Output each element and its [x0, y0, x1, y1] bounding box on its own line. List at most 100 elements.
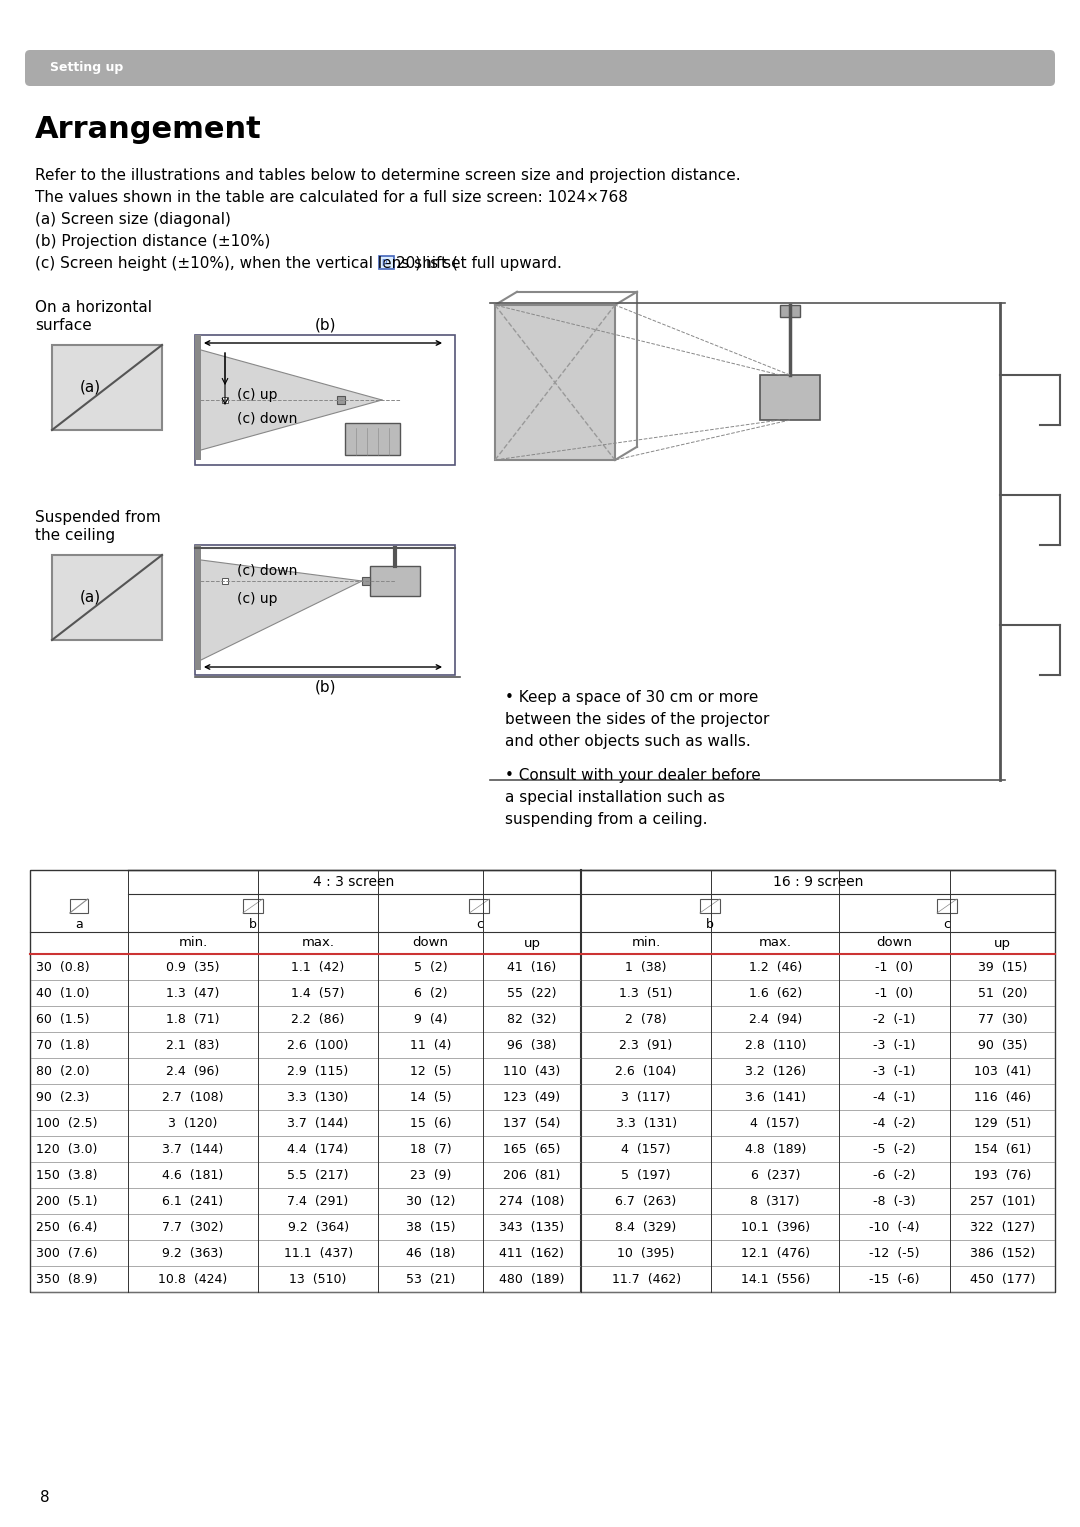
Bar: [362, 577, 370, 585]
Text: 16 : 9 screen: 16 : 9 screen: [772, 875, 863, 889]
Text: p: p: [381, 257, 387, 266]
Text: up: up: [524, 936, 540, 950]
Text: 250  (6.4): 250 (6.4): [36, 1220, 97, 1234]
Text: 5  (2): 5 (2): [414, 960, 447, 974]
Text: 200  (5.1): 200 (5.1): [36, 1194, 97, 1208]
Text: 13  (510): 13 (510): [289, 1272, 347, 1286]
Text: 38  (15): 38 (15): [406, 1220, 456, 1234]
Text: 11  (4): 11 (4): [410, 1038, 451, 1052]
Text: 6  (2): 6 (2): [414, 986, 447, 1000]
Text: 3  (117): 3 (117): [621, 1090, 671, 1104]
Text: 11.7  (462): 11.7 (462): [611, 1272, 680, 1286]
Text: 2.7  (108): 2.7 (108): [162, 1090, 224, 1104]
Text: 322  (127): 322 (127): [970, 1220, 1035, 1234]
Text: 2.1  (83): 2.1 (83): [166, 1038, 219, 1052]
Text: 193  (76): 193 (76): [974, 1168, 1031, 1182]
Text: 9.2  (363): 9.2 (363): [162, 1246, 224, 1260]
Text: 350  (8.9): 350 (8.9): [36, 1272, 97, 1286]
Text: 103  (41): 103 (41): [974, 1064, 1031, 1078]
Text: min.: min.: [632, 936, 661, 950]
Text: 2.9  (115): 2.9 (115): [287, 1064, 349, 1078]
Text: -5  (-2): -5 (-2): [873, 1142, 916, 1156]
Text: c: c: [476, 918, 483, 930]
FancyBboxPatch shape: [25, 50, 1055, 86]
Text: up: up: [994, 936, 1011, 950]
Text: 7.4  (291): 7.4 (291): [287, 1194, 349, 1208]
Text: -1  (0): -1 (0): [875, 986, 914, 1000]
Text: 4.8  (189): 4.8 (189): [744, 1142, 806, 1156]
Text: Refer to the illustrations and tables below to determine screen size and project: Refer to the illustrations and tables be…: [35, 168, 741, 183]
Text: 14.1  (556): 14.1 (556): [741, 1272, 810, 1286]
Bar: [700, 899, 720, 913]
Text: 123  (49): 123 (49): [503, 1090, 561, 1104]
Text: 2.8  (110): 2.8 (110): [744, 1038, 806, 1052]
Text: 10.8  (424): 10.8 (424): [159, 1272, 228, 1286]
Text: 15  (6): 15 (6): [409, 1116, 451, 1130]
Bar: [937, 899, 957, 913]
Bar: [30, 870, 1055, 1292]
Text: 3  (120): 3 (120): [168, 1116, 217, 1130]
Bar: [222, 397, 228, 403]
Text: 100  (2.5): 100 (2.5): [36, 1116, 97, 1130]
Bar: [222, 579, 228, 583]
Text: surface: surface: [35, 318, 92, 333]
Text: 110  (43): 110 (43): [503, 1064, 561, 1078]
Text: -3  (-1): -3 (-1): [873, 1064, 916, 1078]
Text: 90  (2.3): 90 (2.3): [36, 1090, 90, 1104]
Text: 11.1  (437): 11.1 (437): [284, 1246, 353, 1260]
Text: 9.2  (364): 9.2 (364): [287, 1220, 349, 1234]
Text: 2.4  (94): 2.4 (94): [748, 1012, 801, 1026]
Bar: [470, 899, 489, 913]
Text: 7.7  (302): 7.7 (302): [162, 1220, 224, 1234]
Text: 8  (317): 8 (317): [751, 1194, 800, 1208]
Text: max.: max.: [759, 936, 792, 950]
Text: (b): (b): [314, 318, 336, 333]
Text: (b): (b): [314, 680, 336, 693]
Text: The values shown in the table are calculated for a full size screen: 1024×768: The values shown in the table are calcul…: [35, 189, 627, 205]
Text: (a): (a): [80, 589, 102, 605]
Text: (a): (a): [80, 380, 102, 395]
Text: 116  (46): 116 (46): [974, 1090, 1031, 1104]
Text: 450  (177): 450 (177): [970, 1272, 1035, 1286]
Text: 23  (9): 23 (9): [410, 1168, 451, 1182]
Text: -4  (-1): -4 (-1): [873, 1090, 916, 1104]
Text: 2.6  (104): 2.6 (104): [616, 1064, 677, 1078]
Text: 8.4  (329): 8.4 (329): [616, 1220, 677, 1234]
Text: -6  (-2): -6 (-2): [873, 1168, 916, 1182]
Bar: [370, 567, 420, 596]
Text: 6  (237): 6 (237): [751, 1168, 800, 1182]
Text: 5  (197): 5 (197): [621, 1168, 671, 1182]
Text: down: down: [413, 936, 448, 950]
Text: 12  (5): 12 (5): [409, 1064, 451, 1078]
Text: 274  (108): 274 (108): [499, 1194, 565, 1208]
Bar: [70, 899, 87, 913]
Text: 77  (30): 77 (30): [977, 1012, 1027, 1026]
Text: 4.4  (174): 4.4 (174): [287, 1142, 349, 1156]
Text: 386  (152): 386 (152): [970, 1246, 1035, 1260]
Text: 41  (16): 41 (16): [508, 960, 556, 974]
Text: 53  (21): 53 (21): [406, 1272, 456, 1286]
Text: 3.3  (130): 3.3 (130): [287, 1090, 349, 1104]
Text: 18  (7): 18 (7): [409, 1142, 451, 1156]
Text: c: c: [944, 918, 950, 930]
Text: 70  (1.8): 70 (1.8): [36, 1038, 90, 1052]
Text: 40  (1.0): 40 (1.0): [36, 986, 90, 1000]
Text: Setting up: Setting up: [50, 61, 123, 75]
Text: (a) Screen size (diagonal): (a) Screen size (diagonal): [35, 212, 231, 228]
Text: 4 : 3 screen: 4 : 3 screen: [313, 875, 395, 889]
Text: 2.2  (86): 2.2 (86): [292, 1012, 345, 1026]
Bar: [195, 545, 455, 675]
Bar: [195, 334, 455, 466]
Text: 3.7  (144): 3.7 (144): [162, 1142, 224, 1156]
Text: 8: 8: [40, 1490, 50, 1506]
Text: -4  (-2): -4 (-2): [873, 1116, 916, 1130]
Text: 4  (157): 4 (157): [621, 1142, 671, 1156]
Text: b: b: [248, 918, 257, 930]
Text: 55  (22): 55 (22): [508, 986, 556, 1000]
Text: 10.1  (396): 10.1 (396): [741, 1220, 810, 1234]
Text: the ceiling: the ceiling: [35, 528, 116, 544]
Text: 80  (2.0): 80 (2.0): [36, 1064, 90, 1078]
Text: 1.6  (62): 1.6 (62): [748, 986, 801, 1000]
Text: (c) down: (c) down: [237, 563, 297, 579]
Text: -8  (-3): -8 (-3): [873, 1194, 916, 1208]
